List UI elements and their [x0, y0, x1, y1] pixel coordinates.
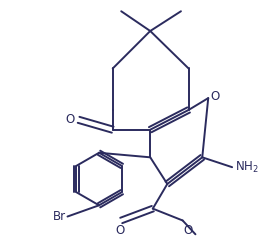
Text: Br: Br [53, 210, 66, 223]
Text: NH$_2$: NH$_2$ [235, 160, 258, 175]
Text: O: O [115, 224, 125, 237]
Text: O: O [66, 113, 75, 126]
Text: O: O [211, 91, 220, 103]
Text: O: O [184, 224, 193, 237]
